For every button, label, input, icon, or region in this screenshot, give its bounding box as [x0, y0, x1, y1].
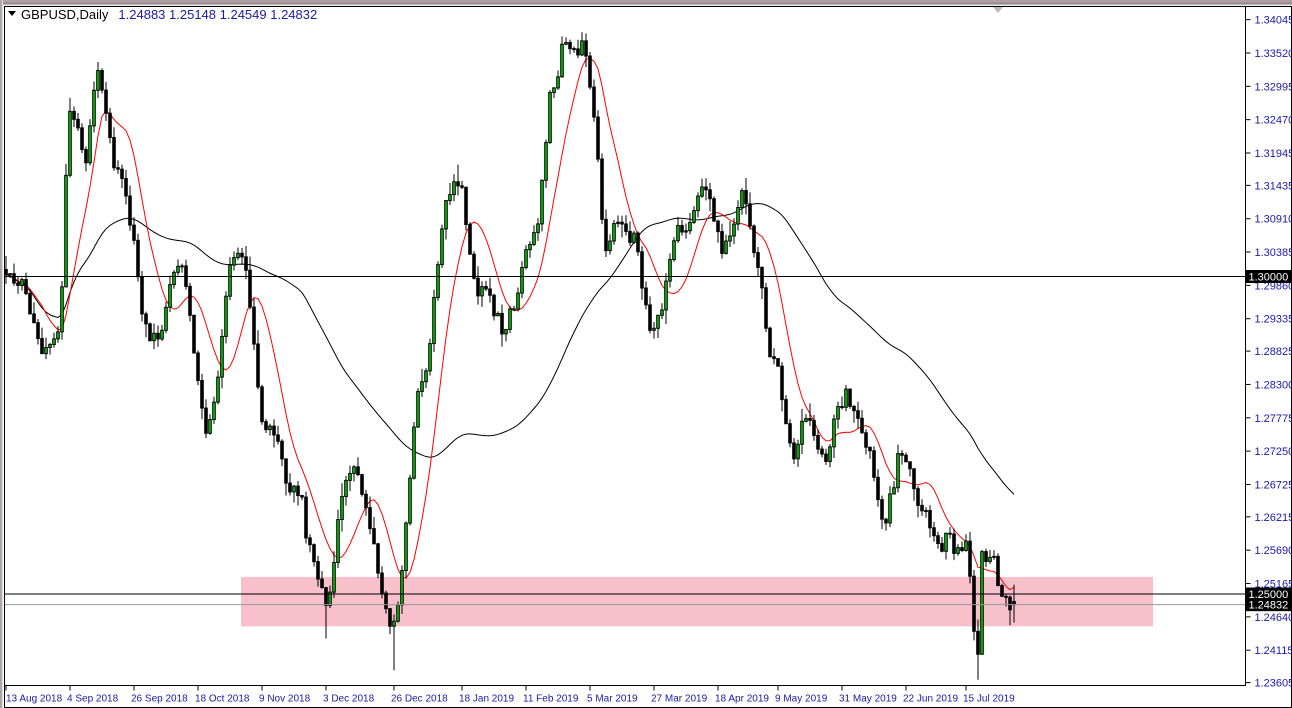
svg-text:1.28825: 1.28825	[1255, 346, 1292, 358]
svg-text:1.27775: 1.27775	[1255, 413, 1292, 425]
svg-text:1.30910: 1.30910	[1255, 214, 1292, 226]
svg-text:1.27250: 1.27250	[1255, 446, 1292, 458]
svg-text:22 Jun 2019: 22 Jun 2019	[903, 694, 958, 705]
svg-text:1.24640: 1.24640	[1255, 612, 1292, 624]
svg-text:1.30000: 1.30000	[1249, 272, 1289, 284]
svg-text:15 Jul 2019: 15 Jul 2019	[963, 694, 1015, 705]
svg-text:11 Feb 2019: 11 Feb 2019	[523, 694, 579, 705]
svg-text:27 Mar 2019: 27 Mar 2019	[651, 694, 708, 705]
svg-text:18 Jan 2019: 18 Jan 2019	[459, 694, 514, 705]
svg-text:1.31435: 1.31435	[1255, 180, 1292, 192]
svg-text:3 Dec 2018: 3 Dec 2018	[323, 694, 375, 705]
svg-text:18 Oct 2018: 18 Oct 2018	[195, 694, 250, 705]
svg-text:1.32470: 1.32470	[1255, 115, 1292, 127]
svg-text:9 Nov 2018: 9 Nov 2018	[259, 694, 311, 705]
svg-text:1.30385: 1.30385	[1255, 247, 1292, 259]
svg-text:4 Sep 2018: 4 Sep 2018	[67, 694, 119, 705]
svg-text:1.23605: 1.23605	[1255, 678, 1292, 690]
svg-text:1.24115: 1.24115	[1255, 645, 1292, 657]
svg-text:1.32995: 1.32995	[1255, 81, 1292, 93]
svg-text:1.24832: 1.24832	[1249, 600, 1289, 612]
svg-text:18 Apr 2019: 18 Apr 2019	[715, 694, 769, 705]
svg-text:26 Dec 2018: 26 Dec 2018	[391, 694, 448, 705]
svg-text:31 May 2019: 31 May 2019	[839, 694, 897, 705]
svg-text:9 May 2019: 9 May 2019	[775, 694, 828, 705]
svg-text:26 Sep 2018: 26 Sep 2018	[131, 694, 188, 705]
svg-text:1.34045: 1.34045	[1255, 15, 1292, 27]
svg-text:1.26215: 1.26215	[1255, 512, 1292, 524]
svg-text:1.25690: 1.25690	[1255, 545, 1292, 557]
svg-text:1.33520: 1.33520	[1255, 48, 1292, 60]
svg-text:1.26725: 1.26725	[1255, 479, 1292, 491]
svg-text:13 Aug 2018: 13 Aug 2018	[6, 694, 63, 705]
svg-text:1.29335: 1.29335	[1255, 314, 1292, 326]
svg-text:1.31945: 1.31945	[1255, 148, 1292, 160]
svg-text:5 Mar 2019: 5 Mar 2019	[587, 694, 638, 705]
svg-text:1.28300: 1.28300	[1255, 379, 1292, 391]
